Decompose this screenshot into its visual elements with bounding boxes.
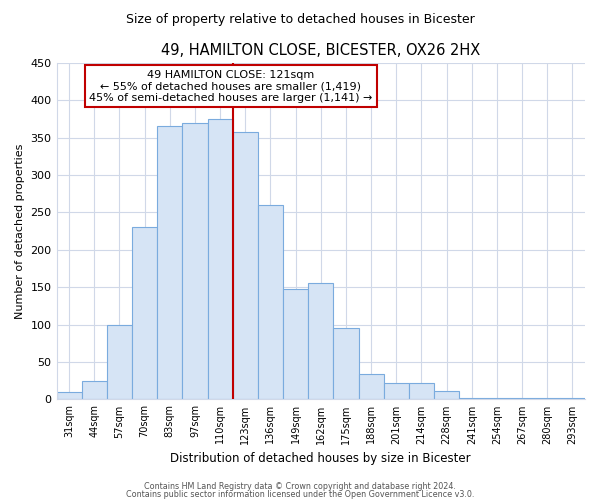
Text: Contains public sector information licensed under the Open Government Licence v3: Contains public sector information licen… (126, 490, 474, 499)
Bar (132, 228, 157, 400)
Y-axis label: Number of detached properties: Number of detached properties (15, 144, 25, 319)
Text: 49 HAMILTON CLOSE: 121sqm
← 55% of detached houses are smaller (1,419)
45% of se: 49 HAMILTON CLOSE: 121sqm ← 55% of detac… (89, 70, 373, 103)
Bar (359, 374, 383, 400)
Bar (283, 288, 308, 400)
Bar (509, 398, 535, 400)
Bar (56, 392, 82, 400)
Bar (383, 383, 409, 400)
Bar (82, 380, 107, 400)
Bar (560, 398, 585, 400)
Title: 49, HAMILTON CLOSE, BICESTER, OX26 2HX: 49, HAMILTON CLOSE, BICESTER, OX26 2HX (161, 42, 481, 58)
Text: Contains HM Land Registry data © Crown copyright and database right 2024.: Contains HM Land Registry data © Crown c… (144, 482, 456, 491)
Bar (208, 119, 233, 400)
Text: Size of property relative to detached houses in Bicester: Size of property relative to detached ho… (125, 12, 475, 26)
Bar (409, 383, 434, 400)
Bar (157, 126, 182, 400)
X-axis label: Distribution of detached houses by size in Bicester: Distribution of detached houses by size … (170, 452, 471, 465)
Bar (484, 398, 509, 400)
Bar (233, 132, 258, 400)
Bar (334, 328, 359, 400)
Bar (459, 398, 484, 400)
Bar (107, 324, 132, 400)
Bar (535, 398, 560, 400)
Bar (308, 284, 334, 400)
Bar (182, 122, 208, 400)
Bar (434, 391, 459, 400)
Bar (258, 205, 283, 400)
